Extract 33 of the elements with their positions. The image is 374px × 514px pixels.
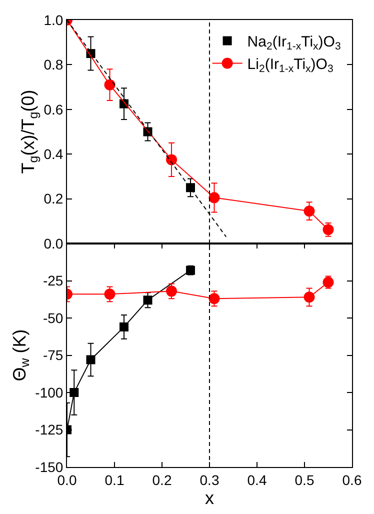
point — [166, 154, 177, 166]
y-tick-label: 1.0 — [44, 12, 64, 28]
point — [120, 322, 128, 332]
y-tick-label: -50 — [42, 310, 64, 326]
point — [86, 355, 96, 364]
point — [104, 288, 116, 300]
point — [208, 192, 220, 204]
y-tick-label: 0.6 — [44, 101, 64, 118]
point — [304, 206, 315, 217]
point — [166, 286, 177, 297]
x-tick-label: 0.3 — [200, 472, 220, 488]
x-tick-label: 0.5 — [294, 472, 314, 488]
x-tick-label: 0.2 — [152, 472, 172, 488]
x-tick-label: 0.1 — [104, 472, 124, 488]
x-axis-title: x — [205, 488, 214, 508]
point — [304, 292, 315, 303]
y-tick-label: 0.4 — [44, 146, 64, 162]
point — [186, 183, 195, 192]
x-tick-label: 0.6 — [342, 472, 362, 488]
point — [143, 296, 152, 305]
x-tick-label: 0.4 — [247, 472, 267, 488]
y-tick-label: 0.2 — [44, 190, 64, 207]
legend-label: Li$_{2}$(Ir$_{1-x}$Ti$_{x}$)O$_{3}$ — [247, 56, 334, 76]
y-tick-label: 0.0 — [44, 235, 64, 252]
legend-label: Na$_{2}$(Ir$_{1-x}$Ti$_{x}$)O$_{3}$ — [247, 34, 341, 53]
y-tick-label: -25 — [42, 272, 64, 289]
point — [70, 388, 79, 397]
point — [208, 293, 220, 304]
y-tick-label: -75 — [42, 347, 64, 364]
point — [104, 79, 116, 90]
y-tick-label: 0.8 — [44, 56, 64, 73]
y-tick-label: -125 — [35, 422, 64, 438]
y-tick-label: -100 — [35, 384, 64, 400]
